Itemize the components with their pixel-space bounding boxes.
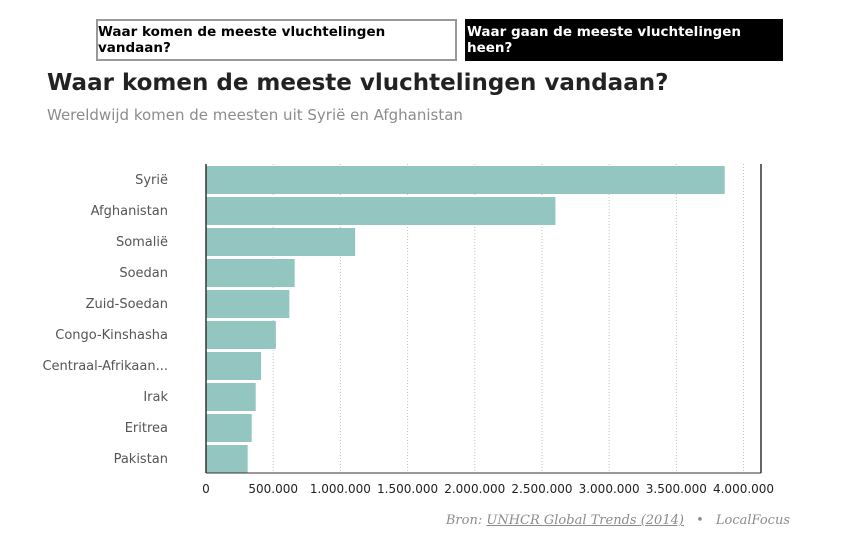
x-tick-label: 2.500.000 [511,482,572,496]
source-credit: LocalFocus [715,513,790,528]
category-label: Somalië [116,235,168,250]
chart-subtitle: Wereldwijd komen de meesten uit Syrië en… [47,106,463,124]
x-tick-label: 500.000 [248,482,298,496]
category-label: Centraal-Afrikaan... [42,359,168,374]
bar [206,166,725,194]
bar [206,321,276,349]
tab-destination[interactable]: Waar gaan de meeste vluchtelingen heen? [465,19,783,61]
bar [206,259,295,287]
source-link[interactable]: UNHCR Global Trends (2014) [486,513,684,528]
source-line: Bron: UNHCR Global Trends (2014) • Local… [446,513,790,528]
bar-chart: Syrië Afghanistan Somalië Soedan Zuid-Soedan… [42,164,774,496]
bar [206,445,248,473]
x-tick-label: 1.000.000 [310,482,371,496]
source-separator: • [696,513,704,528]
bar [206,383,256,411]
x-tick-label: 3.500.000 [646,482,707,496]
category-label: Pakistan [114,452,168,467]
source-prefix: Bron: [445,513,483,528]
category-label: Soedan [119,266,168,281]
category-label: Zuid-Soedan [86,297,168,312]
tab-origin[interactable]: Waar komen de meeste vluchtelingen vanda… [96,19,457,61]
x-tick-label: 1.500.000 [377,482,438,496]
bar [206,352,262,380]
x-tick-label: 0 [202,482,210,496]
category-label: Irak [143,390,168,405]
x-tick-label: 2.000.000 [444,482,505,496]
x-tick-label: 3.000.000 [579,482,640,496]
x-tick-label: 4.000.000 [713,482,774,496]
tab-bar: Waar komen de meeste vluchtelingen vanda… [96,19,783,61]
chart-title: Waar komen de meeste vluchtelingen vanda… [47,70,669,96]
category-label: Congo-Kinshasha [55,328,168,343]
bar [206,290,290,318]
bar [206,414,252,442]
bar [206,197,556,225]
category-label: Eritrea [125,421,168,436]
bar [206,228,356,256]
category-label: Syrië [135,173,168,188]
category-label: Afghanistan [91,204,168,219]
